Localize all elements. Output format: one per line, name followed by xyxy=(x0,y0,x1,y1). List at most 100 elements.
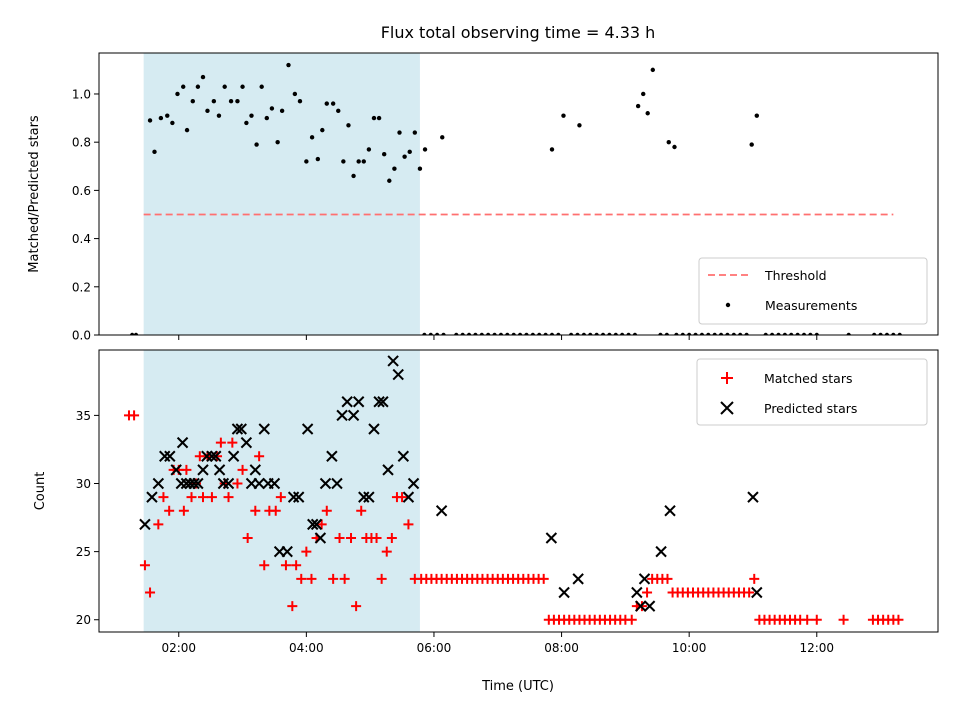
matched-star-point xyxy=(250,505,261,516)
predicted-star-point xyxy=(382,464,394,476)
predicted-star-point xyxy=(201,450,213,462)
measurement-point xyxy=(749,142,754,147)
matched-star-point xyxy=(838,614,849,625)
top-y-tick-label: 0.4 xyxy=(72,232,91,246)
bottom-x-tick-label: 12:00 xyxy=(799,641,834,655)
bottom-x-tick-label: 04:00 xyxy=(289,641,324,655)
legend-matched-label: Matched stars xyxy=(764,371,852,386)
measurement-point xyxy=(581,332,587,335)
predicted-star-point xyxy=(281,545,293,558)
bottom-axes-frame xyxy=(98,349,939,633)
matched-star-point xyxy=(316,519,327,530)
predicted-star-point xyxy=(235,423,247,435)
predicted-star-point xyxy=(634,600,647,612)
predicted-star-point xyxy=(368,423,380,435)
measurement-point xyxy=(505,332,510,335)
predicted-star-point xyxy=(377,396,389,408)
measurement-point xyxy=(351,173,356,179)
measurement-point xyxy=(808,332,813,335)
measurement-point xyxy=(147,118,153,123)
predicted-star-point xyxy=(572,573,584,585)
measurement-point xyxy=(240,84,245,89)
matched-star-point xyxy=(206,492,217,503)
measurement-point xyxy=(324,101,329,106)
matched-star-point xyxy=(259,560,270,571)
measurement-point xyxy=(454,332,459,335)
measurement-point xyxy=(152,149,157,155)
predicted-star-point xyxy=(314,532,327,544)
measurement-point xyxy=(279,108,285,114)
measurement-point xyxy=(292,91,298,97)
measurement-point xyxy=(235,99,240,104)
measurement-point xyxy=(738,332,743,335)
matched-star-point xyxy=(227,437,238,448)
predicted-star-point xyxy=(188,477,200,490)
measurement-point xyxy=(417,166,423,171)
measurement-point xyxy=(254,142,259,147)
measurement-point xyxy=(440,135,445,140)
predicted-star-point xyxy=(352,396,365,408)
predicted-star-point xyxy=(240,436,253,449)
measurement-point xyxy=(543,332,548,335)
measurement-point xyxy=(422,147,428,152)
measurement-point xyxy=(129,332,135,335)
predicted-star-point xyxy=(210,450,222,462)
measurement-point xyxy=(170,120,175,126)
measurement-point xyxy=(635,103,641,109)
matched-star-point xyxy=(237,464,248,475)
matched-star-point xyxy=(164,505,175,516)
measurement-point xyxy=(361,159,366,164)
bottom-y-tick-label: 35 xyxy=(76,409,91,423)
measurement-points xyxy=(129,62,902,335)
predicted-star-point xyxy=(249,464,262,476)
matched-star-point xyxy=(178,505,189,516)
measurement-point xyxy=(309,135,315,140)
predicted-star-point xyxy=(341,396,353,408)
measurement-point xyxy=(674,332,679,335)
measurement-point xyxy=(537,332,542,335)
bottom-x-axis: 02:00 04:00 06:00 08:00 10:00 12:00 xyxy=(161,632,834,655)
measurement-point xyxy=(891,332,896,335)
matched-star-point xyxy=(356,505,367,516)
measurement-point xyxy=(133,332,139,335)
measurement-point xyxy=(228,99,234,104)
measurement-point xyxy=(211,99,217,104)
matched-star-point xyxy=(287,601,298,612)
matched-star-point xyxy=(158,492,169,503)
top-panel: 0.0 0.2 0.4 0.6 0.8 1.0 Matched/Predicted sta… xyxy=(27,52,939,343)
measurement-point xyxy=(473,332,478,335)
measurement-point xyxy=(392,166,397,171)
measurement-point xyxy=(275,139,280,145)
predicted-star-point xyxy=(558,586,570,599)
bottom-shaded-span xyxy=(143,350,420,632)
matched-star-point xyxy=(328,573,339,584)
predicted-star-point xyxy=(152,477,165,490)
measurement-point xyxy=(613,332,618,335)
bottom-y-tick-label: 20 xyxy=(76,613,91,627)
measurement-point xyxy=(693,332,698,335)
top-y-axis: 0.0 0.2 0.4 0.6 0.8 1.0 xyxy=(72,87,99,343)
measurement-point xyxy=(297,99,303,104)
top-y-tick-label: 1.0 xyxy=(72,87,91,101)
measurement-point xyxy=(517,332,523,335)
matched-star-point xyxy=(802,614,813,625)
predicted-star-point xyxy=(331,477,343,490)
matched-star-point xyxy=(351,601,362,612)
measurement-point xyxy=(249,113,254,118)
top-y-tick-label: 0.2 xyxy=(72,280,91,294)
measurement-point xyxy=(366,147,372,152)
matched-star-point xyxy=(197,492,208,503)
predicted-star-point xyxy=(392,368,404,381)
predicted-star-point xyxy=(292,491,305,503)
measurement-point xyxy=(763,332,768,335)
measurement-point xyxy=(381,152,387,157)
predicted-star-point xyxy=(217,477,230,490)
bottom-y-tick-label: 30 xyxy=(76,477,91,491)
matched-star-point xyxy=(403,519,414,530)
measurement-point xyxy=(725,332,730,335)
measurement-point xyxy=(376,115,382,121)
predicted-star-point xyxy=(435,505,448,517)
predicted-star-point xyxy=(206,450,218,462)
predicted-star-point xyxy=(747,491,759,503)
